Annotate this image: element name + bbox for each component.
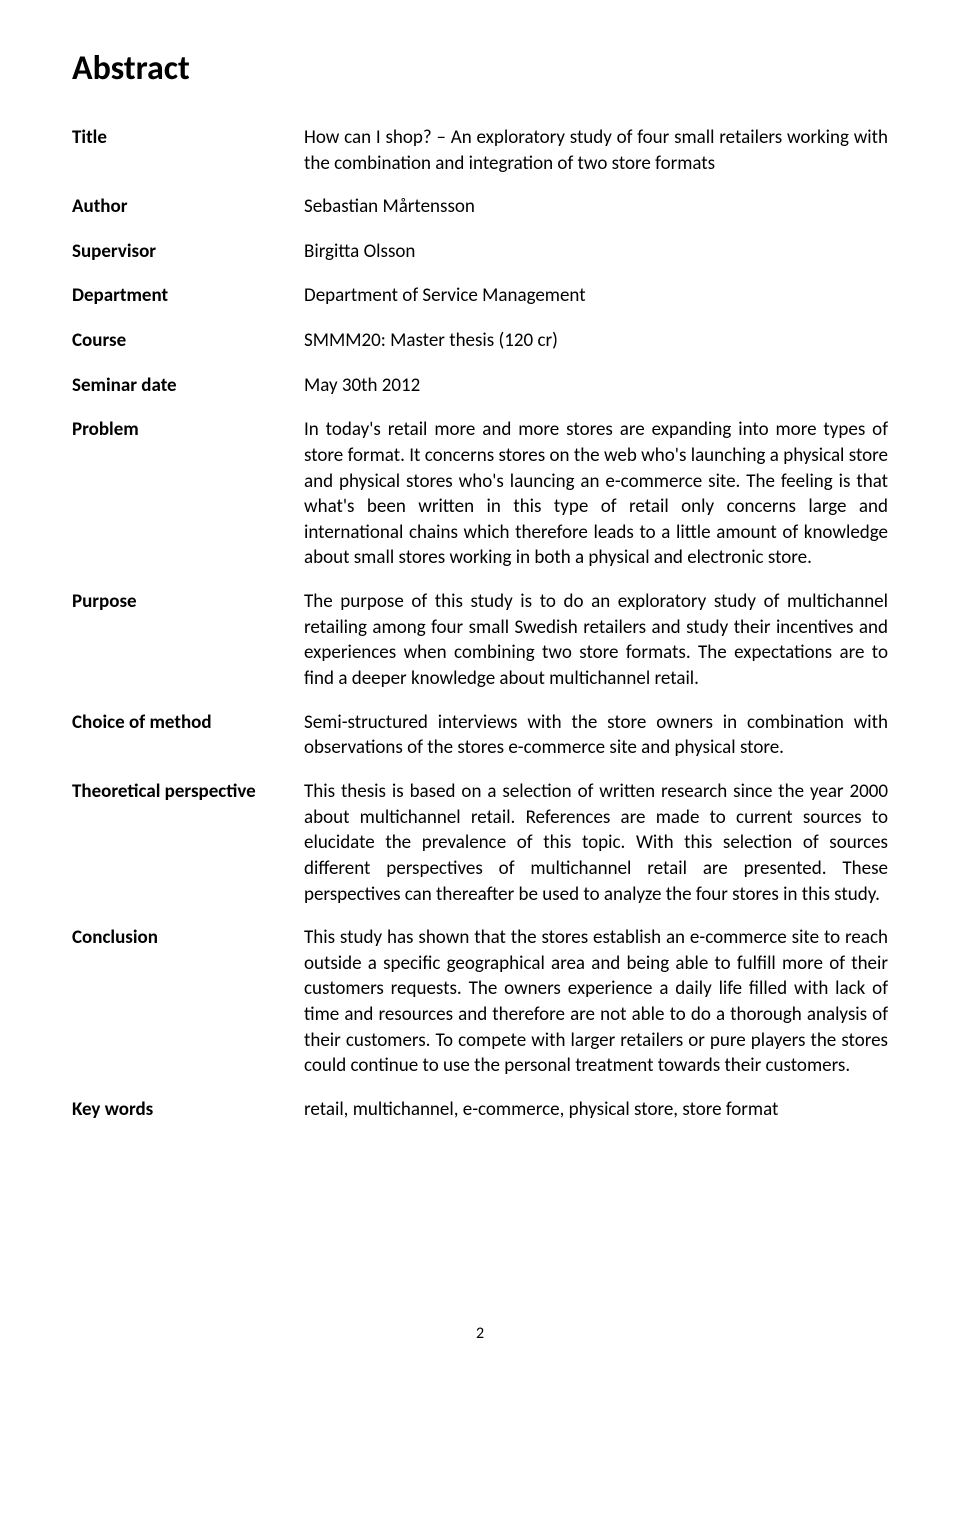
label-key-words: Key words (72, 1097, 304, 1124)
row-author: Author Sebastian Mårtensson (72, 194, 888, 221)
value-author: Sebastian Mårtensson (304, 194, 888, 220)
value-seminar-date: May 30th 2012 (304, 373, 888, 399)
page-number: 2 (72, 1324, 888, 1343)
row-course: Course SMMM20: Master thesis (120 cr) (72, 328, 888, 355)
row-department: Department Department of Service Managem… (72, 283, 888, 310)
row-problem: Problem In today's retail more and more … (72, 417, 888, 571)
label-problem: Problem (72, 417, 304, 444)
label-seminar-date: Seminar date (72, 373, 304, 400)
value-key-words: retail, multichannel, e-commerce, physic… (304, 1097, 888, 1123)
value-purpose: The purpose of this study is to do an ex… (304, 589, 888, 692)
label-conclusion: Conclusion (72, 925, 304, 952)
label-title: Title (72, 125, 304, 152)
value-choice-of-method: Semi-structured interviews with the stor… (304, 710, 888, 761)
value-problem: In today's retail more and more stores a… (304, 417, 888, 571)
row-supervisor: Supervisor Birgitta Olsson (72, 239, 888, 266)
row-theoretical-perspective: Theoretical perspective This thesis is b… (72, 779, 888, 907)
label-purpose: Purpose (72, 589, 304, 616)
abstract-table: Title How can I shop? – An exploratory s… (72, 125, 888, 1124)
row-choice-of-method: Choice of method Semi-structured intervi… (72, 710, 888, 761)
row-purpose: Purpose The purpose of this study is to … (72, 589, 888, 692)
row-conclusion: Conclusion This study has shown that the… (72, 925, 888, 1079)
label-department: Department (72, 283, 304, 310)
row-title: Title How can I shop? – An exploratory s… (72, 125, 888, 176)
value-title: How can I shop? – An exploratory study o… (304, 125, 888, 176)
row-seminar-date: Seminar date May 30th 2012 (72, 373, 888, 400)
value-supervisor: Birgitta Olsson (304, 239, 888, 265)
label-author: Author (72, 194, 304, 221)
label-supervisor: Supervisor (72, 239, 304, 266)
value-theoretical-perspective: This thesis is based on a selection of w… (304, 779, 888, 907)
value-department: Department of Service Management (304, 283, 888, 309)
row-key-words: Key words retail, multichannel, e-commer… (72, 1097, 888, 1124)
label-theoretical-perspective: Theoretical perspective (72, 779, 304, 806)
abstract-heading: Abstract (72, 48, 888, 89)
label-course: Course (72, 328, 304, 355)
label-choice-of-method: Choice of method (72, 710, 304, 737)
value-conclusion: This study has shown that the stores est… (304, 925, 888, 1079)
value-course: SMMM20: Master thesis (120 cr) (304, 328, 888, 354)
